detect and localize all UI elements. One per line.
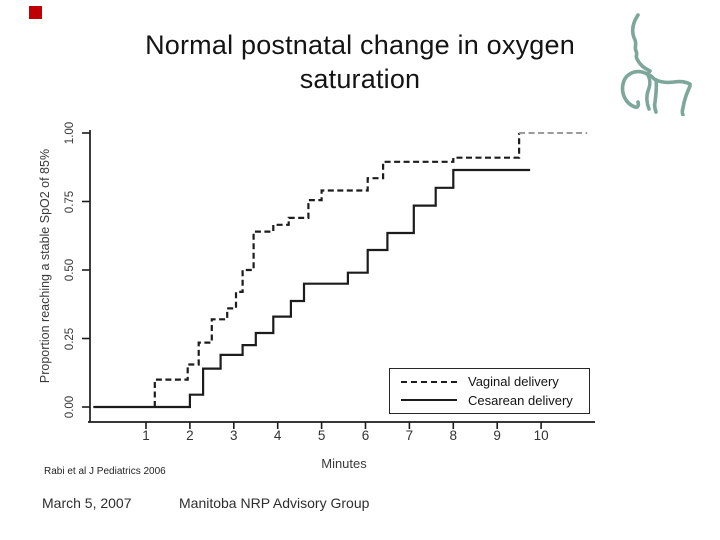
axes-lines — [88, 130, 595, 423]
x-tick-label: 1 — [142, 428, 150, 443]
x-tick-label: 6 — [361, 428, 370, 443]
x-tick-label: 10 — [533, 428, 549, 443]
x-tick-label: 4 — [273, 428, 282, 443]
dashed-line-sample — [401, 380, 457, 383]
x-tick-label: 8 — [449, 428, 458, 443]
title-line-1: Normal postnatal change in oxygen — [145, 30, 575, 60]
accent-square-rect — [29, 6, 42, 19]
x-tick-label: 7 — [405, 428, 414, 443]
vaginal-delivery-curve — [153, 133, 521, 407]
x-tick-label: 3 — [230, 428, 238, 443]
footer-organization: Manitoba NRP Advisory Group — [179, 495, 370, 511]
legend-label-cesarean: Cesarean delivery — [468, 392, 573, 408]
y-tick-label: 1.00 — [64, 121, 76, 145]
slide-title: Normal postnatal change in oxygen satura… — [0, 28, 720, 96]
slide-accent-square — [29, 6, 42, 19]
x-axis-label: Minutes — [321, 456, 367, 471]
x-tick-label: 5 — [317, 428, 326, 443]
organization-logo-icon — [620, 13, 692, 116]
y-tick-label: 0.00 — [64, 395, 76, 419]
legend-row-cesarean: Cesarean delivery — [390, 393, 589, 408]
citation: Rabi et al J Pediatrics 2006 — [44, 466, 166, 477]
body-stroke — [680, 84, 692, 116]
baby-head-stroke — [620, 69, 649, 109]
y-tick-label: 0.75 — [64, 190, 76, 213]
baby-face-stroke — [645, 73, 652, 111]
y-tick-label: 0.50 — [64, 258, 76, 282]
logo-strokes — [620, 13, 692, 116]
y-axis-label: Proportion reaching a stable SpO2 of 85% — [38, 148, 52, 384]
title-line-2: saturation — [299, 64, 421, 94]
legend-row-vaginal: Vaginal delivery — [390, 374, 589, 389]
y-tick-label: 0.25 — [64, 327, 76, 350]
cesarean-delivery-curve — [93, 168, 531, 409]
hand-stroke — [652, 78, 659, 114]
x-tick-label: 9 — [493, 428, 501, 443]
x-tick-label: 2 — [186, 428, 194, 443]
footer-date: March 5, 2007 — [42, 495, 132, 511]
chart-legend: Vaginal delivery Cesarean delivery — [389, 368, 590, 414]
legend-label-vaginal: Vaginal delivery — [468, 374, 559, 390]
adult-profile-stroke — [630, 13, 692, 86]
solid-line-sample — [401, 399, 457, 402]
